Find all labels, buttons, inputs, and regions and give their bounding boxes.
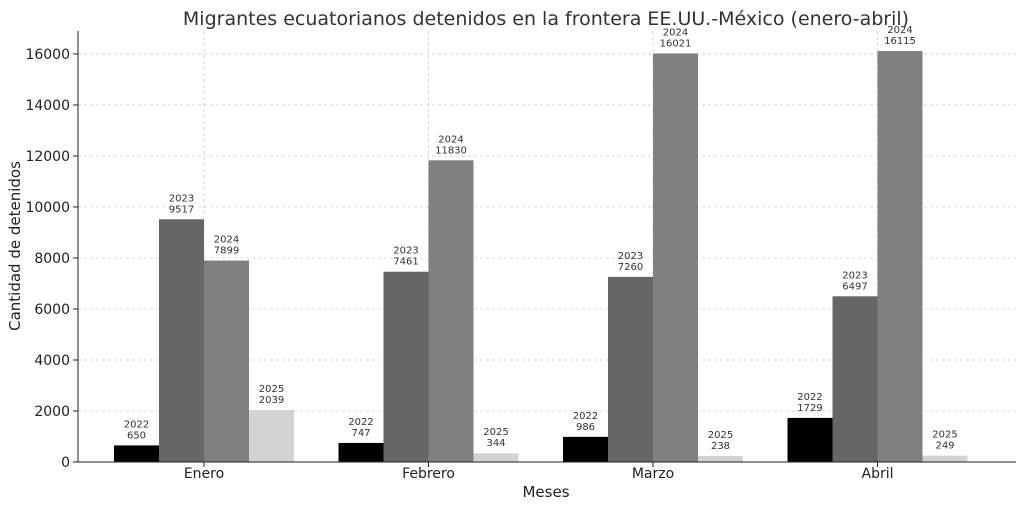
bar-2022-enero	[114, 445, 159, 462]
y-tick-label: 10000	[25, 200, 70, 216]
bar-value-label: 238	[711, 441, 730, 452]
bar-value-label: 1729	[797, 403, 822, 414]
y-tick-label: 4000	[34, 353, 70, 369]
bar-series-label: 2023	[842, 270, 867, 281]
y-tick-label: 14000	[25, 98, 70, 114]
bar-series-label: 2022	[348, 417, 373, 428]
bar-value-label: 650	[127, 430, 146, 441]
y-tick-label: 12000	[25, 149, 70, 165]
bar-series-label: 2025	[932, 430, 957, 441]
bar-series-label: 2022	[797, 392, 822, 403]
bar-value-label: 7899	[214, 246, 239, 257]
x-tick-label: Marzo	[632, 466, 674, 482]
y-ticks: 0 2000 4000 6000 8000 10000 12000 14000 16000	[25, 47, 78, 471]
x-tick-label: Febrero	[402, 466, 455, 482]
x-ticks: Enero Febrero Marzo Abril	[184, 462, 894, 482]
bar-2023-marzo	[608, 276, 653, 462]
bar-value-label: 16115	[884, 36, 916, 47]
bar-value-label: 7461	[393, 257, 418, 268]
y-tick-label: 6000	[34, 302, 70, 318]
bar-series-label: 2023	[393, 246, 418, 257]
bar-2022-abril	[787, 417, 833, 462]
bar-series-label: 2023	[169, 193, 194, 204]
bar-2025-abril	[922, 455, 968, 462]
bar-value-label: 16021	[660, 38, 692, 49]
bar-2025-enero	[249, 409, 294, 462]
bar-series-label: 2022	[573, 411, 598, 422]
bar-2022-febrero	[338, 442, 384, 462]
bar-2023-abril	[832, 296, 878, 462]
bar-2024-abril	[877, 51, 923, 462]
y-tick-label: 2000	[34, 404, 70, 420]
bar-2023-enero	[159, 219, 204, 462]
y-axis-label: Cantidad de detenidos	[6, 161, 24, 331]
bar-series-label: 2025	[483, 427, 508, 438]
bars	[114, 51, 968, 463]
x-tick-label: Abril	[862, 466, 894, 482]
bar-2025-marzo	[698, 455, 743, 462]
y-tick-label: 0	[61, 455, 70, 471]
bar-series-label: 2022	[124, 419, 149, 430]
bar-2024-marzo	[653, 53, 698, 462]
bar-value-label: 6497	[842, 281, 867, 292]
bar-value-label: 344	[486, 438, 505, 449]
bar-series-label: 2024	[663, 27, 688, 38]
bar-value-label: 7260	[618, 262, 643, 273]
bar-series-label: 2025	[259, 384, 284, 395]
x-tick-label: Enero	[184, 466, 224, 482]
bar-value-label: 986	[576, 422, 595, 433]
bar-2022-marzo	[563, 436, 608, 462]
chart-title: Migrantes ecuatorianos detenidos en la f…	[183, 8, 909, 30]
bar-2023-febrero	[383, 271, 429, 462]
bar-2025-febrero	[473, 453, 519, 462]
bar-value-label: 9517	[169, 204, 194, 215]
bar-series-label: 2025	[708, 430, 733, 441]
y-tick-label: 8000	[34, 251, 70, 267]
bar-series-label: 2023	[618, 251, 643, 262]
bar-series-label: 2024	[214, 235, 239, 246]
bar-2024-febrero	[428, 160, 474, 463]
bar-value-label: 2039	[259, 395, 284, 406]
bar-series-label: 2024	[887, 25, 912, 36]
bar-2024-enero	[204, 260, 249, 462]
bar-value-label: 747	[351, 428, 370, 439]
bar-labels: 2022650202274720229862022172920239517202…	[124, 25, 958, 452]
bar-value-label: 11830	[435, 145, 467, 156]
bar-series-label: 2024	[438, 134, 463, 145]
bar-value-label: 249	[935, 441, 954, 452]
x-axis-label: Meses	[522, 483, 569, 501]
axes	[77, 31, 1016, 463]
y-tick-label: 16000	[25, 47, 70, 63]
